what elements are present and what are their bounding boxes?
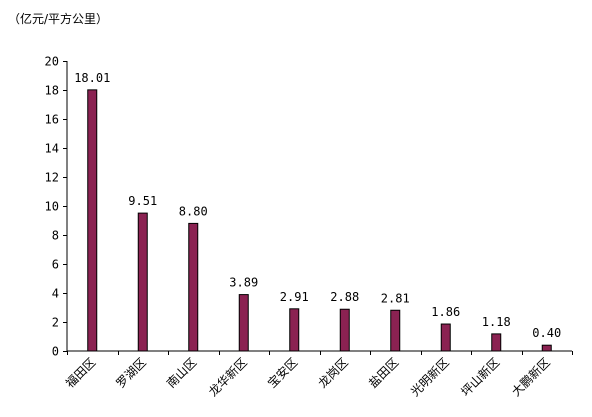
y-tick-label: 16 xyxy=(45,113,59,127)
data-label: 18.01 xyxy=(74,71,110,85)
data-label: 1.18 xyxy=(482,315,511,329)
unit-label: （亿元/平方公里） xyxy=(8,12,109,26)
axes: 0 2 4 6 8 10 12 14 16 18 20 xyxy=(45,55,573,359)
y-tick-label: 6 xyxy=(52,258,59,272)
y-tick-label: 18 xyxy=(45,84,59,98)
data-label: 9.51 xyxy=(128,194,157,208)
bar xyxy=(87,89,98,352)
y-tick-label: 4 xyxy=(52,287,59,301)
bar xyxy=(238,294,249,352)
category-label: 罗湖区 xyxy=(113,355,149,391)
data-label: 3.89 xyxy=(229,276,258,290)
category-labels: 福田区 罗湖区 南山区 龙华新区 宝安区 龙岗区 盐田区 光明新区 坪山新区 大鹏新区 xyxy=(62,355,553,400)
y-tick-label: 14 xyxy=(45,142,59,156)
category-label: 龙华新区 xyxy=(205,355,250,400)
y-tick-label: 12 xyxy=(45,171,59,185)
bar xyxy=(188,222,199,352)
category-label: 南山区 xyxy=(163,355,199,391)
data-label: 8.80 xyxy=(179,204,208,218)
category-label: 光明新区 xyxy=(407,355,452,400)
bar xyxy=(440,323,451,352)
category-label: 宝安区 xyxy=(264,355,300,391)
category-label: 大鹏新区 xyxy=(508,355,553,400)
y-tick-label: 20 xyxy=(45,55,59,69)
bar xyxy=(289,308,300,352)
bar xyxy=(390,309,401,352)
category-label: 福田区 xyxy=(62,355,98,391)
data-label: 0.40 xyxy=(532,326,561,340)
data-label: 2.81 xyxy=(381,291,410,305)
bar xyxy=(541,344,552,352)
data-label: 2.88 xyxy=(330,290,359,304)
bar xyxy=(339,308,350,352)
bar xyxy=(137,212,148,352)
bars xyxy=(87,89,552,352)
data-label: 2.91 xyxy=(280,290,309,304)
y-tick-label: 2 xyxy=(52,316,59,330)
category-label: 坪山新区 xyxy=(458,355,503,400)
value-labels: 18.01 9.51 8.80 3.89 2.91 2.88 2.81 1.86 1.18 0.4… xyxy=(74,71,561,340)
category-label: 龙岗区 xyxy=(316,355,351,390)
bar xyxy=(491,333,502,352)
y-tick-label: 0 xyxy=(52,345,59,359)
y-tick-label: 10 xyxy=(45,200,59,214)
category-label: 盐田区 xyxy=(366,355,401,390)
data-label: 1.86 xyxy=(431,305,460,319)
y-tick-label: 8 xyxy=(52,229,59,243)
